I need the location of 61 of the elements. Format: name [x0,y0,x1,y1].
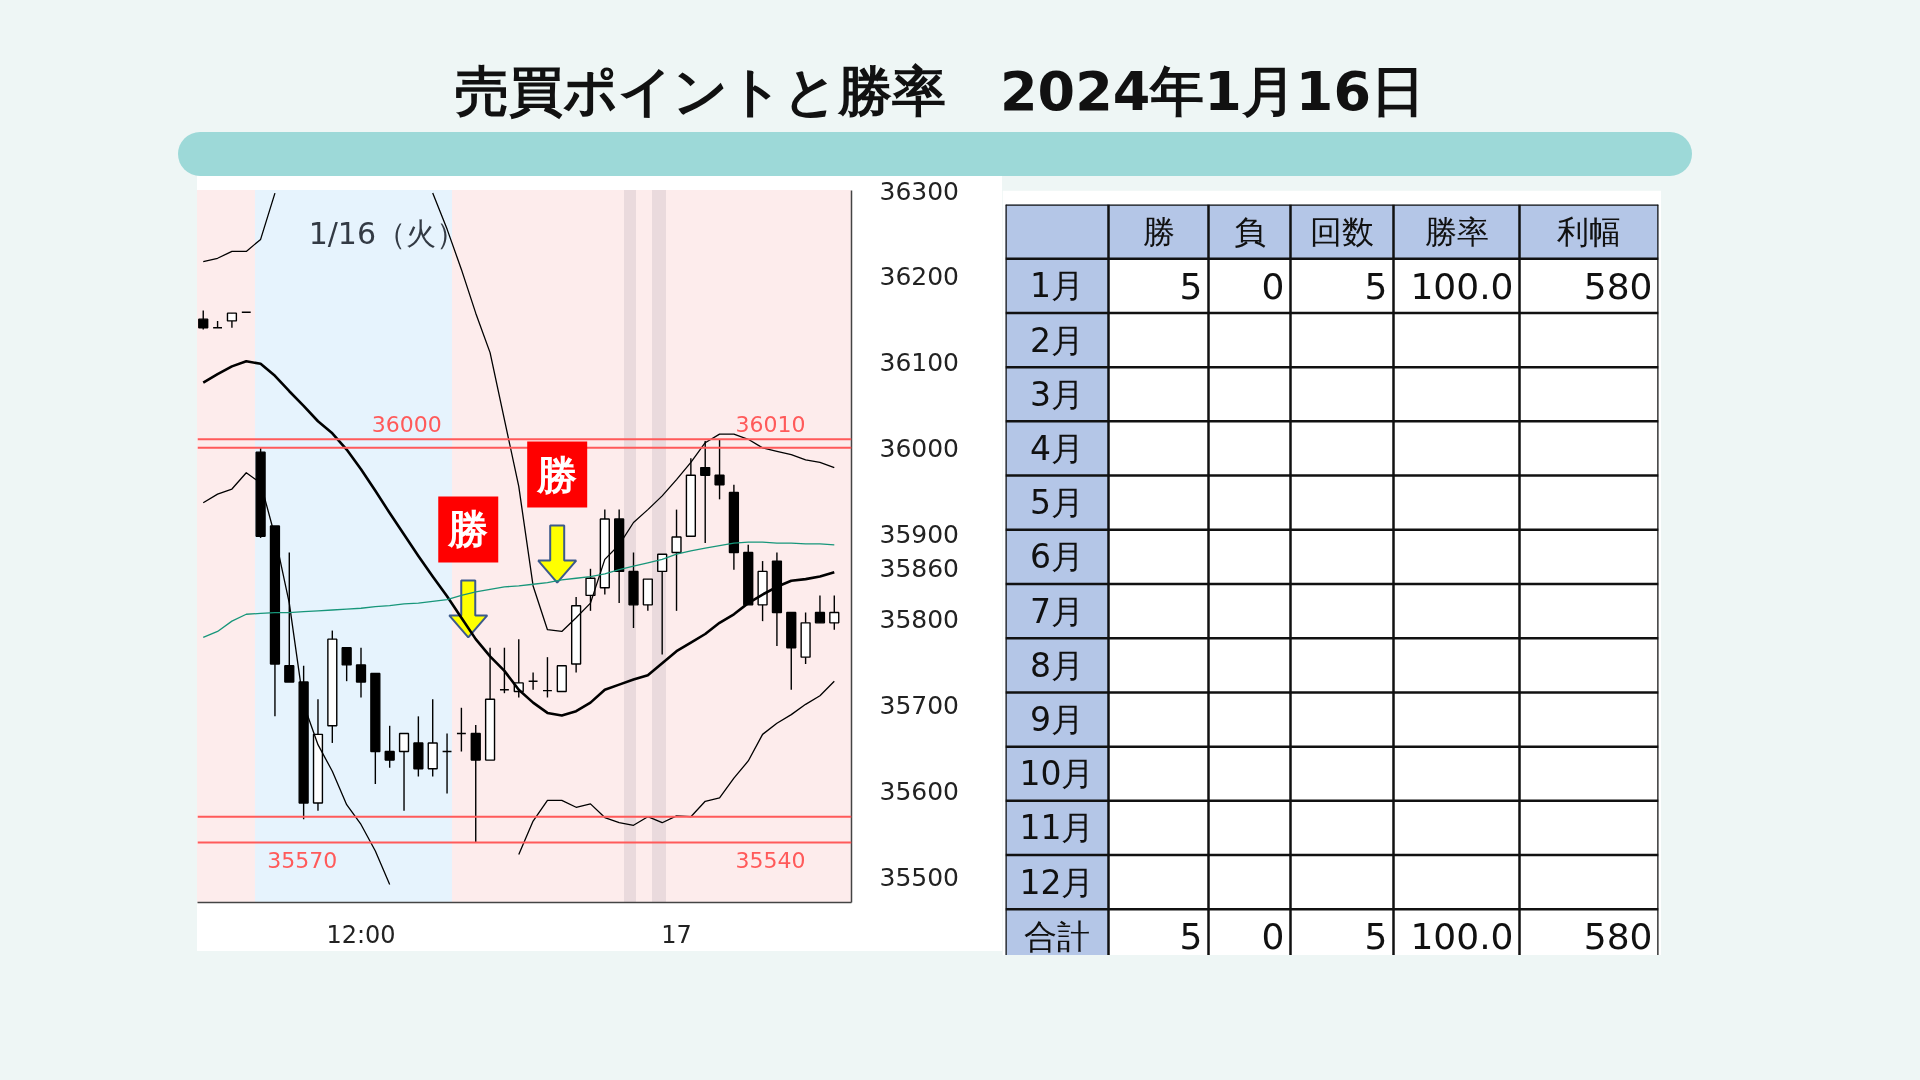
y-tick-label: 4月 [1030,428,1084,468]
y-tick-label: 36200 [879,262,960,292]
data-label: 5 [1179,916,1203,958]
data-label: 5 [1179,265,1203,307]
y-tick-label: 11月 [1019,808,1095,848]
y-tick-label: 7月 [1030,591,1084,631]
data-label: 580 [1583,265,1653,307]
y-tick-label: 36000 [879,433,960,463]
y-tick-label: 35700 [879,691,960,721]
candlestick [341,647,352,682]
candlestick [714,438,725,501]
y-tick-label: 35600 [879,776,960,806]
annotation: 勝 [536,451,578,498]
ref-line-label: 36000 [371,412,442,438]
y-tick-label: 10月 [1019,754,1095,794]
y-tick-label: 35900 [879,519,960,549]
y-tick-label: 合計 [1024,916,1090,956]
candlestick [814,594,826,624]
data-label: 100.0 [1410,916,1514,958]
x-tick-label: 17 [661,920,692,949]
y-tick-label: 35500 [879,862,960,892]
data-label: 5 [1364,916,1388,958]
ref-line-label: 36010 [735,412,806,438]
y-tick-label: 5月 [1030,483,1084,523]
ref-line-label: 35570 [267,848,338,874]
data-label: 0 [1261,265,1285,307]
y-tick-label: 6月 [1030,537,1084,577]
data-label: 0 [1261,916,1285,958]
candlestick [671,508,682,612]
data-label: 5 [1364,265,1388,307]
candlestick [829,594,840,631]
y-tick-label: 36100 [879,348,960,378]
x-tick-label: 回数 [1310,212,1374,251]
annotation: 勝 [447,506,489,553]
candlestick [198,309,209,331]
candlestick [355,647,367,699]
y-tick-label: 35860 [879,553,960,583]
y-tick-label: 36300 [879,176,960,206]
annotation: 1/16（火） [308,215,467,251]
y-tick-label: 35800 [879,605,960,635]
line-series [201,359,836,717]
candlestick [585,568,596,612]
x-tick-label: 利幅 [1557,212,1621,251]
y-tick-label: 2月 [1030,320,1084,360]
y-tick-label: 3月 [1030,374,1084,414]
data-label: 580 [1583,916,1653,958]
y-tick-label: 12月 [1019,862,1095,902]
candlestick [384,725,395,769]
y-tick-label: 1月 [1030,266,1084,306]
ref-line-label: 35540 [735,848,806,874]
candlestick [700,440,711,544]
x-tick-label: 12:00 [326,920,396,949]
x-tick-label: 負 [1233,212,1266,251]
chart-title: 売買ポイントと勝率 2024年1月16日 [454,59,1426,125]
data-label: 100.0 [1410,265,1514,307]
x-tick-label: 勝 [1142,212,1175,251]
y-tick-label: 8月 [1030,645,1084,685]
x-tick-label: 勝率 [1424,212,1489,251]
candlestick [284,551,295,683]
y-tick-label: 9月 [1030,700,1084,740]
candlestick [398,732,410,812]
